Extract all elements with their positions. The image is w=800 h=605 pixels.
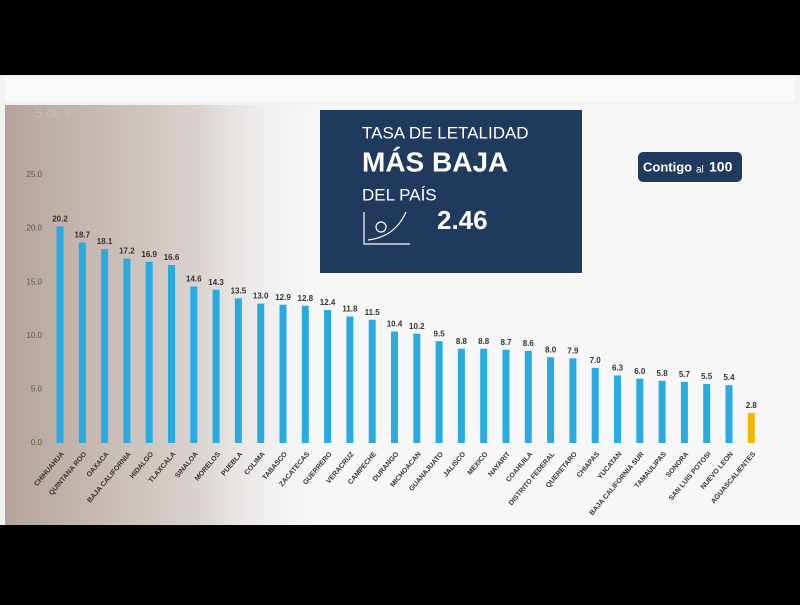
y-tick-label: 20.0 xyxy=(26,224,42,233)
bar xyxy=(569,358,577,443)
bar xyxy=(234,298,242,443)
chart-icon xyxy=(363,211,410,245)
value-label: 12.8 xyxy=(298,294,314,303)
bar xyxy=(457,348,465,443)
bar xyxy=(524,350,532,443)
value-label: 5.7 xyxy=(679,370,691,379)
callout-line2: MÁS BAJA xyxy=(362,146,508,177)
value-label: 12.9 xyxy=(275,293,291,302)
value-label: 12.4 xyxy=(320,298,336,307)
bar xyxy=(101,248,109,443)
bar xyxy=(324,310,332,443)
bar xyxy=(614,375,621,443)
y-tick-label: 25.0 xyxy=(26,170,42,179)
bar xyxy=(703,384,711,443)
value-label: 11.5 xyxy=(365,308,381,317)
value-label: 8.7 xyxy=(500,338,512,347)
bar xyxy=(123,258,131,443)
value-label: 7.9 xyxy=(567,346,579,355)
value-label: 5.4 xyxy=(723,373,735,382)
callout-line3: DEL PAÍS xyxy=(362,185,437,204)
value-label: 11.8 xyxy=(342,305,358,314)
value-label: 13.0 xyxy=(253,292,269,301)
callout-box xyxy=(320,110,582,273)
bar xyxy=(168,265,175,443)
callout-value: 2.46 xyxy=(437,205,488,235)
bar xyxy=(680,381,688,443)
value-label: 10.2 xyxy=(409,322,425,331)
bar xyxy=(747,412,755,443)
value-label: 13.5 xyxy=(231,286,247,295)
bar xyxy=(145,261,153,443)
logo-number: 100 xyxy=(709,159,733,175)
bar xyxy=(547,357,555,443)
bar xyxy=(591,367,599,443)
bar xyxy=(413,333,421,443)
value-label: 16.9 xyxy=(141,250,157,259)
value-label: 7.0 xyxy=(590,356,602,365)
bar xyxy=(56,226,64,443)
value-label: 9.5 xyxy=(434,329,446,338)
value-label: 8.6 xyxy=(523,339,535,348)
y-tick-label: 0.0 xyxy=(31,438,43,447)
value-label: 6.0 xyxy=(634,367,646,376)
bar xyxy=(636,378,644,443)
bar xyxy=(257,303,265,443)
bar xyxy=(368,319,376,443)
value-label: 20.2 xyxy=(52,215,68,224)
value-label: 5.8 xyxy=(657,369,669,378)
value-label: 16.6 xyxy=(164,253,180,262)
bar xyxy=(391,331,398,443)
bar xyxy=(435,341,443,443)
logo-word: Contigo xyxy=(643,159,692,174)
bar xyxy=(212,289,220,443)
value-label: 10.4 xyxy=(387,320,403,329)
value-label: 2.8 xyxy=(746,401,758,410)
bar xyxy=(346,316,354,443)
bar xyxy=(190,286,198,443)
value-label: 8.8 xyxy=(478,337,490,346)
bar xyxy=(301,305,309,443)
value-label: 18.1 xyxy=(97,237,113,246)
bar xyxy=(480,348,488,443)
value-label: 5.5 xyxy=(701,372,713,381)
toolbar xyxy=(5,78,795,102)
value-label: 8.8 xyxy=(456,337,468,346)
bar xyxy=(279,304,287,443)
logo xyxy=(638,152,742,182)
value-label: 17.2 xyxy=(119,247,135,256)
value-label: 14.3 xyxy=(208,278,224,287)
bar xyxy=(502,349,510,443)
bar xyxy=(725,385,733,443)
value-label: 6.3 xyxy=(612,364,624,373)
callout-line1: TASA DE LETALIDAD xyxy=(362,123,529,142)
y-tick-label: 5.0 xyxy=(31,385,43,394)
value-label: 18.7 xyxy=(75,231,91,240)
value-label: 14.6 xyxy=(186,275,202,284)
value-label: 8.0 xyxy=(545,345,557,354)
page-indicator: 5 de 30 xyxy=(35,105,78,120)
bar xyxy=(78,242,86,443)
y-tick-label: 15.0 xyxy=(26,277,42,286)
bar xyxy=(658,380,666,443)
logo-small: al xyxy=(696,165,704,176)
y-tick-label: 10.0 xyxy=(26,331,42,340)
